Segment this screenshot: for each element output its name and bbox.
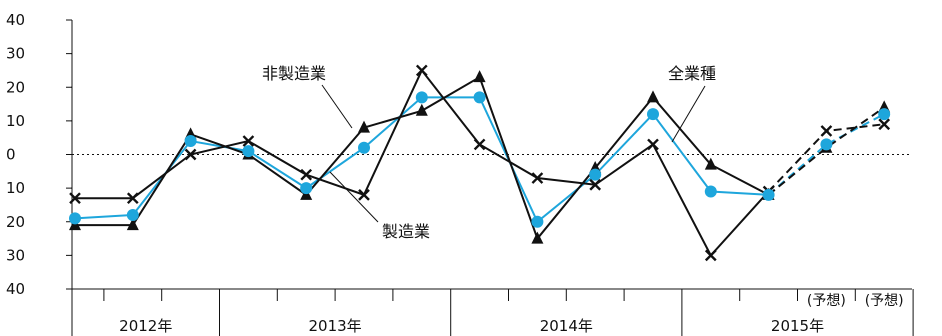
data-point [69, 192, 81, 205]
data-point [126, 218, 139, 231]
year-label: 2015年 [771, 317, 824, 335]
marker-layer [69, 64, 891, 262]
forecast-label: (予想) [807, 293, 846, 309]
data-point [531, 172, 544, 184]
data-point [358, 189, 370, 201]
data-point [242, 135, 255, 147]
data-point [242, 145, 255, 158]
annotation-line-non-manufacturing [321, 84, 353, 129]
y-tick-label: 40 [6, 280, 25, 298]
annotation-manufacturing: 製造業 [382, 222, 430, 241]
annotation-line-manufacturing [329, 171, 379, 223]
year-label: 2014年 [540, 317, 593, 335]
annotation-all-industries: 全業種 [668, 64, 716, 83]
series-line [74, 96, 769, 224]
annotation-line-all-industries [671, 85, 706, 143]
data-point [473, 70, 486, 83]
y-tick-label: 30 [6, 246, 25, 264]
annotation-layer: 非製造業 製造業 全業種 [262, 64, 716, 241]
data-point [531, 231, 544, 244]
data-point [358, 120, 370, 133]
data-point [589, 178, 602, 191]
series-line-forecast [767, 106, 885, 196]
year-label: 2012年 [119, 317, 172, 335]
data-point [704, 185, 717, 198]
y-tick-label: 20 [6, 78, 25, 96]
data-point [647, 90, 659, 103]
data-point [300, 168, 313, 181]
data-point [878, 118, 891, 131]
series-line-forecast [767, 123, 885, 193]
data-point [473, 138, 486, 151]
forecast-label: (予想) [865, 293, 904, 309]
data-point [878, 108, 891, 121]
data-point [473, 91, 486, 104]
data-point [531, 215, 544, 228]
data-point [820, 125, 833, 137]
data-point [415, 91, 428, 104]
y-tick-label: 20 [6, 213, 25, 231]
axis-layer: 40 30 20 10 0 10 20 30 40 2012年 2013年 2014年 2015年 (予想… [6, 11, 914, 336]
y-tick-label: 30 [6, 45, 25, 63]
data-point [647, 138, 659, 151]
data-point [69, 212, 81, 225]
y-tick-label: 40 [6, 11, 25, 29]
data-point [820, 138, 833, 151]
series-line-forecast [767, 113, 885, 196]
data-point [415, 64, 428, 77]
data-point [647, 108, 659, 121]
data-point [589, 168, 602, 181]
data-point [704, 249, 717, 262]
year-label: 2013年 [309, 317, 362, 335]
data-point [126, 192, 139, 205]
data-point [184, 148, 197, 161]
data-point [126, 209, 139, 222]
data-point [704, 157, 717, 170]
data-point [184, 135, 197, 148]
data-point [415, 103, 428, 116]
data-point [358, 141, 370, 154]
y-tick-label: 10 [6, 112, 25, 130]
y-tick-label: 0 [6, 146, 16, 164]
y-tick-label: 10 [6, 179, 25, 197]
data-point [300, 182, 313, 195]
annotation-non-manufacturing: 非製造業 [262, 64, 326, 83]
data-point [762, 188, 775, 201]
